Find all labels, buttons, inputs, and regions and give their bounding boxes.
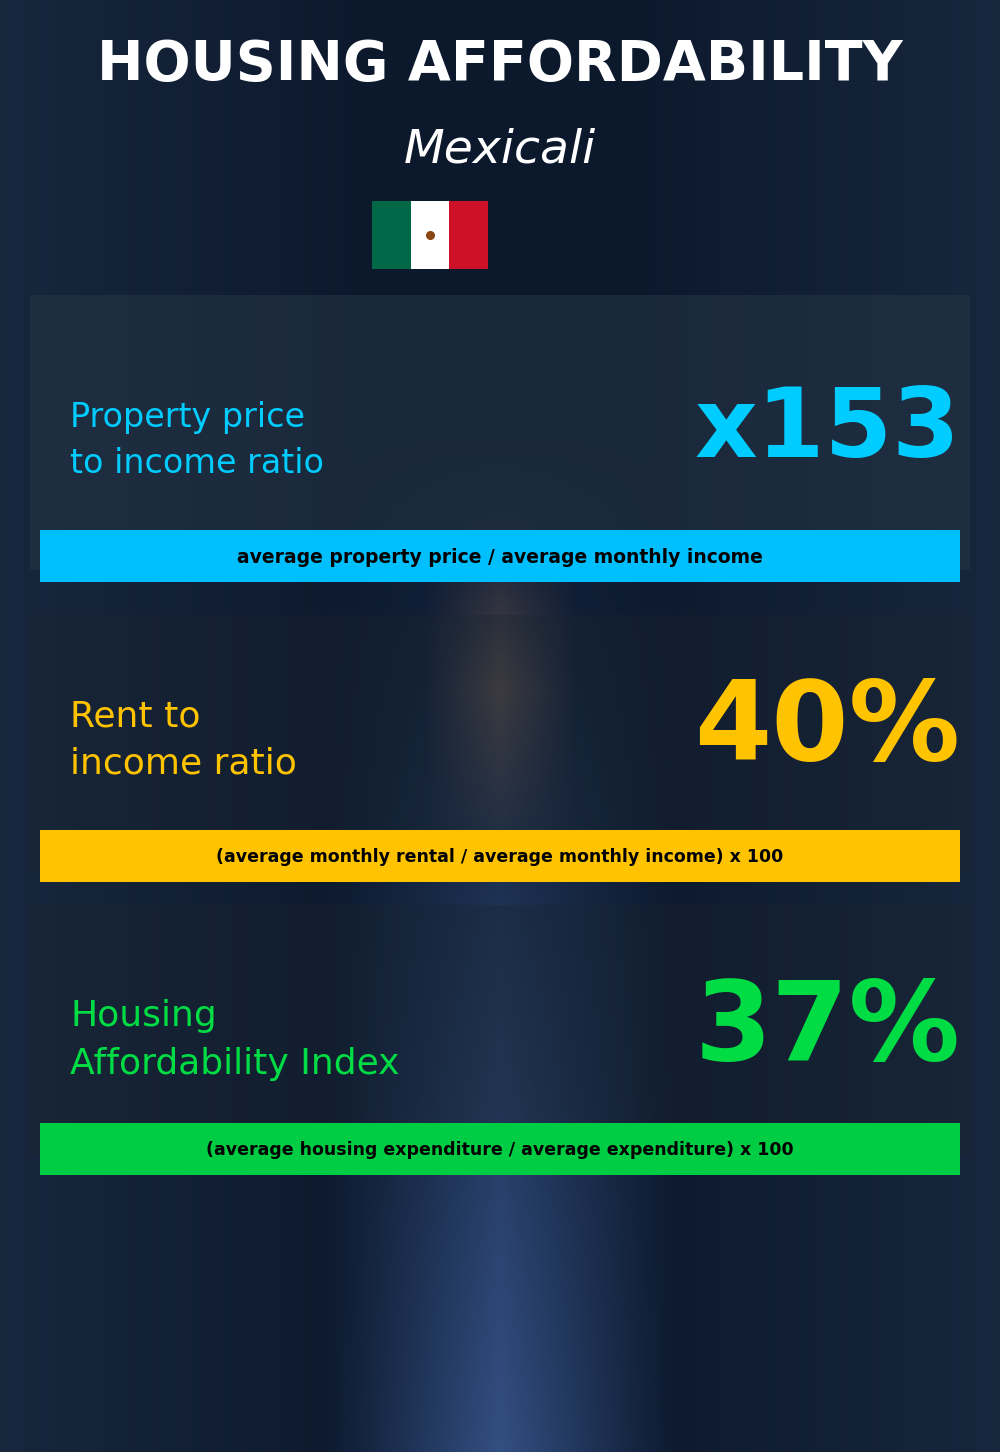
Text: Mexicali: Mexicali [404, 128, 596, 173]
Text: Property price
to income ratio: Property price to income ratio [70, 401, 324, 479]
Text: Rent to
income ratio: Rent to income ratio [70, 700, 297, 781]
Bar [449, 200, 488, 269]
Bar [30, 616, 970, 870]
Bar [40, 530, 960, 582]
Bar [40, 831, 960, 881]
Text: Housing
Affordability Index: Housing Affordability Index [70, 999, 400, 1080]
Text: average property price / average monthly income: average property price / average monthly… [237, 547, 763, 566]
Text: 40%: 40% [694, 677, 960, 784]
Bar [30, 295, 970, 571]
Text: (average housing expenditure / average expenditure) x 100: (average housing expenditure / average e… [206, 1141, 794, 1159]
Bar [30, 905, 970, 1154]
Bar [40, 1122, 960, 1175]
Bar [411, 200, 449, 269]
Text: HOUSING AFFORDABILITY: HOUSING AFFORDABILITY [97, 38, 903, 91]
Text: (average monthly rental / average monthly income) x 100: (average monthly rental / average monthl… [216, 848, 784, 865]
Bar [372, 200, 411, 269]
Text: x153: x153 [694, 383, 960, 476]
Text: 37%: 37% [694, 977, 960, 1083]
